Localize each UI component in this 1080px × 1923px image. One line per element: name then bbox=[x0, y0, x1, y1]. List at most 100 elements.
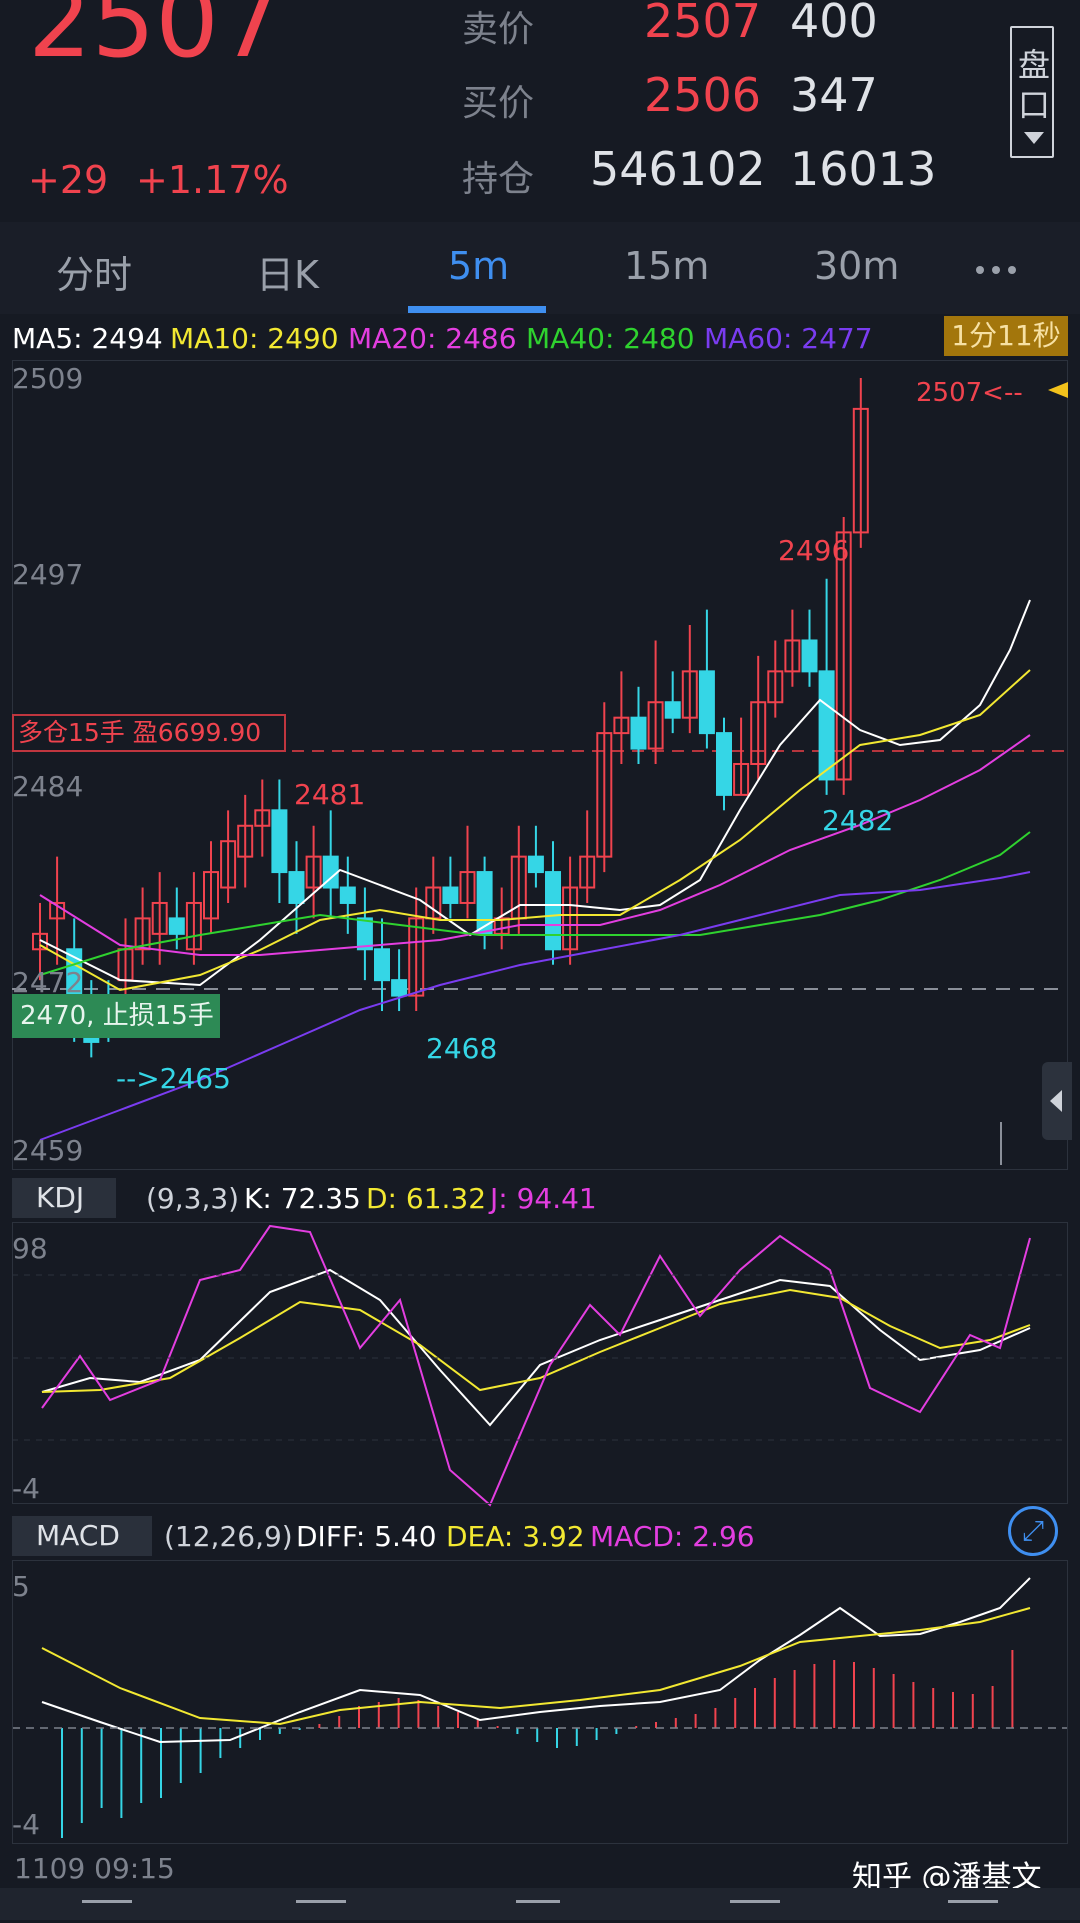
price-change: +29 bbox=[28, 158, 109, 202]
active-tab-indicator bbox=[408, 306, 546, 313]
macd-diff: DIFF: 5.40 bbox=[296, 1520, 437, 1553]
candle-body bbox=[271, 809, 288, 874]
candle-body bbox=[835, 531, 852, 781]
candle-body bbox=[545, 871, 561, 951]
kdj-j-line bbox=[41, 1224, 1031, 1507]
ask-price: 2507 bbox=[644, 0, 762, 48]
bar-countdown: 1分11秒 bbox=[944, 316, 1068, 356]
current-price-annotation: 2507<-- bbox=[916, 378, 1023, 408]
candle-body bbox=[391, 979, 408, 997]
candle-body bbox=[750, 701, 767, 765]
order-book-label-2: 口 bbox=[1017, 86, 1050, 124]
caret-down-icon bbox=[1024, 132, 1044, 144]
kdj-params: (9,3,3) bbox=[146, 1182, 240, 1215]
moving-averages bbox=[39, 599, 1031, 1141]
candle-body bbox=[356, 917, 373, 951]
macd-y-axis: -4 bbox=[12, 1808, 40, 1841]
indicator-selector-kdj[interactable]: KDJ bbox=[12, 1178, 116, 1218]
macd-lines bbox=[41, 1577, 1031, 1744]
candle-body bbox=[168, 917, 185, 935]
candle-body bbox=[408, 917, 425, 997]
bid-volume: 347 bbox=[790, 68, 878, 122]
candle-body bbox=[630, 716, 647, 750]
low-annotation: 2468 bbox=[426, 1032, 498, 1065]
candle-body bbox=[801, 639, 818, 673]
ma10-line bbox=[39, 669, 1031, 992]
macd-diff-line bbox=[41, 1577, 1031, 1744]
candle-body bbox=[716, 732, 732, 796]
candle-body bbox=[220, 840, 237, 889]
nav-list-icon[interactable] bbox=[296, 1900, 346, 1923]
candle-body bbox=[151, 901, 168, 935]
kdj-lines bbox=[41, 1224, 1031, 1507]
ask-label: 卖价 bbox=[462, 9, 535, 50]
ma20-line bbox=[39, 734, 1031, 956]
high-annotation: 2481 bbox=[294, 778, 366, 811]
bid-price: 2506 bbox=[644, 68, 762, 122]
period-tabs: 分时 日K 5m 15m 30m bbox=[0, 222, 1080, 314]
y-axis-label: 2497 bbox=[12, 558, 84, 591]
candle-body bbox=[784, 639, 801, 673]
side-drawer-toggle[interactable] bbox=[1042, 1062, 1072, 1140]
last-price: 2507 bbox=[28, 0, 283, 80]
candle-body bbox=[613, 716, 630, 735]
kdj-j: J: 94.41 bbox=[490, 1182, 597, 1215]
candle-body bbox=[134, 917, 151, 951]
candle-body bbox=[698, 670, 715, 735]
candle-body bbox=[305, 855, 322, 889]
y-axis-label: 2472 bbox=[12, 966, 84, 999]
kdj-d: D: 61.32 bbox=[366, 1182, 487, 1215]
ma60-line bbox=[39, 871, 1031, 1141]
ma20-label: MA20: 2486 bbox=[348, 322, 517, 355]
nav-edit-icon[interactable] bbox=[730, 1900, 780, 1923]
start-time-label: 1109 09:15 bbox=[14, 1852, 175, 1885]
position-tag[interactable]: 多仓15手 盈6699.90 bbox=[12, 714, 286, 752]
ask-volume: 400 bbox=[790, 0, 878, 48]
candlestick-panel bbox=[12, 360, 1068, 1170]
kdj-d-line bbox=[41, 1288, 1031, 1393]
macd-params: (12,26,9) bbox=[164, 1520, 293, 1553]
kdj-k: K: 72.35 bbox=[244, 1182, 361, 1215]
candle-body bbox=[339, 886, 356, 904]
candle-body bbox=[185, 901, 202, 951]
tab-intraday[interactable]: 分时 bbox=[56, 253, 133, 297]
candle-body bbox=[459, 871, 476, 904]
nav-home-icon[interactable] bbox=[516, 1900, 560, 1923]
chevron-left-icon bbox=[1050, 1090, 1062, 1112]
ma5-label: MA5: 2494 bbox=[12, 322, 163, 355]
candle-body bbox=[288, 871, 305, 904]
ma40-label: MA40: 2480 bbox=[526, 322, 695, 355]
y-axis-label: 2509 bbox=[12, 362, 84, 395]
candle-body bbox=[767, 670, 784, 704]
nav-account-icon[interactable] bbox=[948, 1900, 998, 1923]
candle-body bbox=[852, 407, 869, 534]
macd-histogram bbox=[61, 1650, 1014, 1838]
candle-body bbox=[733, 763, 750, 796]
candle-body bbox=[596, 732, 613, 858]
macd-panel bbox=[12, 1560, 1068, 1844]
nav-quotes-icon[interactable] bbox=[82, 1900, 132, 1923]
tab-30m[interactable]: 30m bbox=[814, 244, 900, 288]
bid-label: 买价 bbox=[462, 83, 535, 124]
order-book-button[interactable]: 盘 口 bbox=[1010, 26, 1054, 158]
quote-header: 2507 +29 +1.17% 卖价 2507 400 买价 2506 347 … bbox=[0, 0, 1080, 218]
order-book-label-1: 盘 bbox=[1017, 46, 1050, 84]
macd-dea-line bbox=[41, 1607, 1031, 1726]
candle-body bbox=[579, 855, 596, 889]
expand-icon[interactable]: ⤢ bbox=[1008, 1506, 1058, 1556]
stop-loss-tag[interactable]: 2470, 止损15手 bbox=[12, 994, 220, 1038]
ma10-label: MA10: 2490 bbox=[170, 322, 339, 355]
macd-value: MACD: 2.96 bbox=[590, 1520, 755, 1553]
tab-15m[interactable]: 15m bbox=[624, 244, 710, 288]
tab-5m[interactable]: 5m bbox=[448, 244, 510, 288]
indicator-selector-macd[interactable]: MACD bbox=[12, 1516, 152, 1556]
candle-body bbox=[647, 701, 664, 750]
ma60-label: MA60: 2477 bbox=[704, 322, 873, 355]
tab-daily-k[interactable]: 日K bbox=[256, 253, 319, 297]
bottom-navigation bbox=[0, 1888, 1080, 1920]
kdj-y-axis: -4 bbox=[12, 1472, 40, 1505]
candle-body bbox=[476, 871, 493, 935]
high-annotation: 2496 bbox=[778, 534, 850, 567]
y-axis-label: 2484 bbox=[12, 770, 84, 803]
candle-body bbox=[562, 886, 579, 951]
